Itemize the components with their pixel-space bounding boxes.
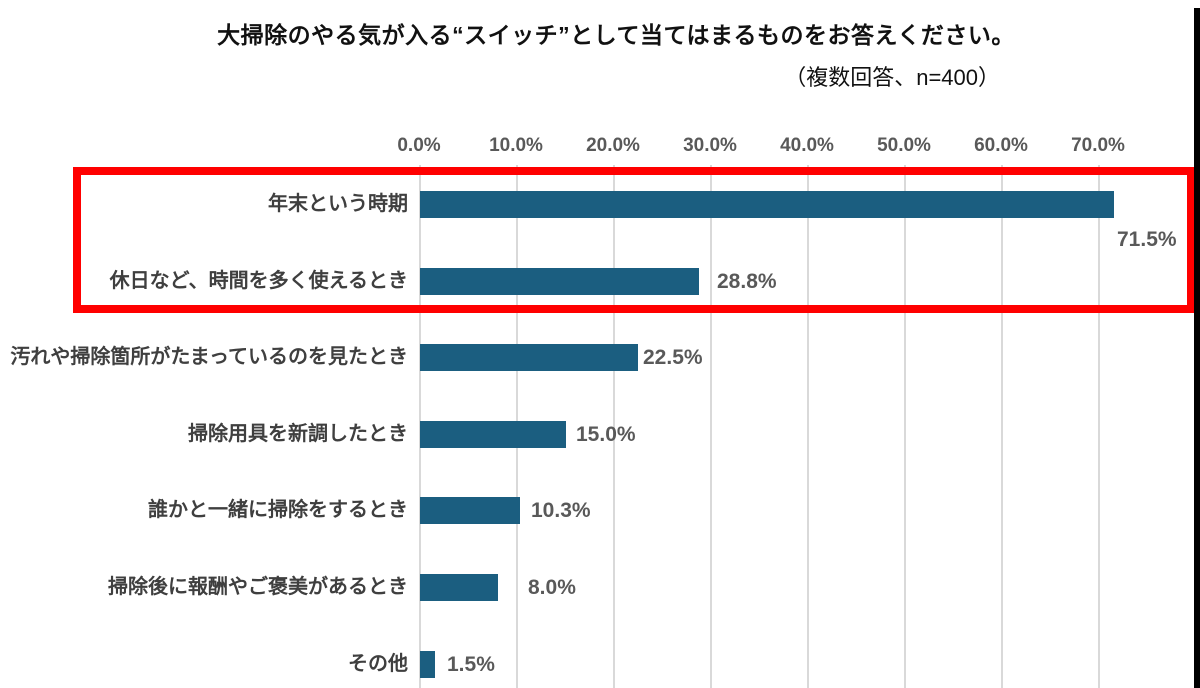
gridline	[904, 165, 906, 688]
axis-tick-label: 10.0%	[489, 135, 543, 156]
category-label: 汚れや掃除箇所がたまっているのを見たとき	[10, 346, 408, 368]
bar	[420, 421, 566, 448]
bar	[420, 191, 1114, 218]
gridline	[807, 165, 809, 688]
bar	[420, 268, 699, 295]
value-label: 15.0%	[576, 423, 636, 446]
category-label: 掃除用具を新調したとき	[188, 423, 408, 445]
category-label: 掃除後に報酬やご褒美があるとき	[108, 576, 408, 598]
chart-subtitle: （複数回答、n=400）	[784, 65, 1000, 90]
axis-tick-label: 70.0%	[1071, 135, 1125, 156]
value-label: 71.5%	[1117, 228, 1177, 251]
gridline	[613, 165, 615, 688]
axis-tick-label: 40.0%	[780, 135, 834, 156]
value-label: 28.8%	[717, 270, 777, 293]
value-label: 8.0%	[528, 576, 576, 599]
bar	[420, 497, 520, 524]
axis-tick-label: 50.0%	[877, 135, 931, 156]
category-label: その他	[348, 653, 408, 675]
category-label: 誰かと一緒に掃除をするとき	[148, 499, 408, 521]
bar	[420, 344, 638, 371]
screenshot-edge-artifact	[1194, 8, 1200, 688]
axis-tick-label: 0.0%	[397, 135, 441, 156]
value-label: 22.5%	[643, 346, 703, 369]
category-label: 年末という時期	[268, 193, 408, 215]
axis-tick-label: 30.0%	[683, 135, 737, 156]
axis-tick-label: 20.0%	[586, 135, 640, 156]
bar	[420, 651, 435, 678]
value-label: 10.3%	[531, 499, 591, 522]
axis-tick-label: 60.0%	[974, 135, 1028, 156]
gridline	[1001, 165, 1003, 688]
gridline	[1098, 165, 1100, 688]
value-label: 1.5%	[447, 653, 495, 676]
category-label: 休日など、時間を多く使えるとき	[109, 270, 408, 292]
gridline	[710, 165, 712, 688]
bar	[420, 574, 498, 601]
chart-title: 大掃除のやる気が入る“スイッチ”として当てはまるものをお答えください。	[217, 22, 1015, 48]
